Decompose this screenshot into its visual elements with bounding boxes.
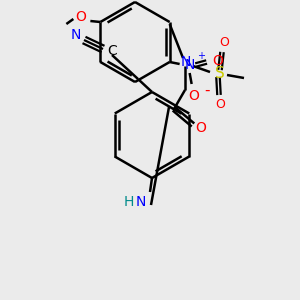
Text: S: S xyxy=(215,65,225,80)
Text: H: H xyxy=(124,195,134,209)
Text: N: N xyxy=(71,28,81,42)
Text: C: C xyxy=(107,44,117,58)
Text: O: O xyxy=(215,98,225,110)
Text: N: N xyxy=(136,195,146,209)
Text: O: O xyxy=(219,37,229,50)
Text: O: O xyxy=(212,54,223,68)
Text: O: O xyxy=(75,10,86,24)
Text: +: + xyxy=(196,51,205,61)
Text: N: N xyxy=(181,55,191,69)
Text: O: O xyxy=(188,89,199,103)
Text: N: N xyxy=(184,58,195,72)
Text: O: O xyxy=(196,121,206,135)
Text: -: - xyxy=(204,82,209,98)
